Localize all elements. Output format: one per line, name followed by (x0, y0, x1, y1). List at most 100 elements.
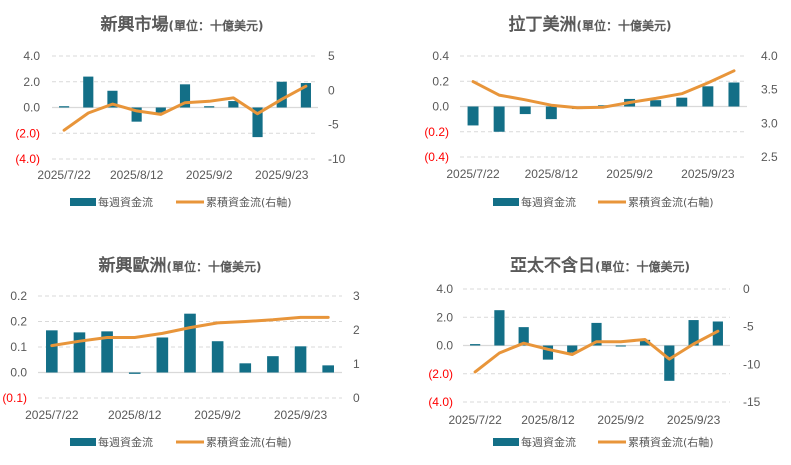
bar-weekly-flow (591, 322, 602, 346)
bar-weekly-flow (107, 90, 118, 108)
bar-weekly-flow (702, 86, 714, 107)
chart-title-unit: (單位：十億美元) (595, 259, 690, 274)
x-axis-tick-label: 2025/9/2 (597, 413, 644, 427)
chart-title-main: 新興市場 (101, 14, 169, 35)
x-axis-tick-label: 2025/7/22 (25, 408, 79, 422)
left-axis-tick-label: (4.0) (428, 395, 453, 409)
chart-title-unit: (單位：十億美元) (167, 259, 262, 274)
bar-weekly-flow (294, 346, 307, 373)
bar-weekly-flow (211, 341, 224, 373)
chart-title: 新興市場(單位：十億美元) (101, 14, 264, 35)
left-axis-tick-label: 0.2 (10, 315, 27, 329)
legend-label-cumulative-flow: 累積資金流(右軸) (206, 435, 292, 449)
bar-weekly-flow (276, 81, 287, 108)
bar-weekly-flow (712, 321, 723, 346)
left-axis-tick-label: (0.2) (424, 125, 449, 139)
bar-weekly-flow (470, 344, 481, 346)
chart-title-main: 拉丁美洲 (509, 14, 577, 35)
bar-weekly-flow (228, 101, 239, 108)
bar-weekly-flow (156, 337, 169, 373)
bar-weekly-flow (322, 365, 334, 373)
bar-weekly-flow (184, 313, 196, 373)
right-axis-tick-label: 1 (353, 357, 360, 371)
legend-label-weekly-flow: 每週資金流 (98, 435, 153, 449)
left-axis-tick-label: 2.0 (23, 75, 40, 89)
chart-title-unit: (單位：十億美元) (577, 18, 672, 33)
left-axis-tick-label: (4.0) (15, 152, 40, 166)
left-axis-tick-label: 0.2 (432, 74, 449, 88)
bar-weekly-flow (101, 331, 113, 373)
bar-weekly-flow (59, 106, 70, 108)
right-axis-tick-label: 2.5 (761, 150, 778, 164)
bar-weekly-flow (267, 356, 279, 373)
bar-weekly-flow (131, 107, 142, 122)
chart-emerging-europe: 新興歐洲(單位：十億美元) 0.2 0.2 0.1 0.0 (0.1) 3 2 1 0 2025/… (2, 255, 360, 449)
bar-weekly-flow (467, 106, 479, 126)
chart-title: 新興歐洲(單位：十億美元) (99, 255, 262, 276)
bar-weekly-flow (73, 332, 86, 373)
right-axis-tick-label: 0 (328, 83, 335, 97)
right-axis-tick-label: 4.0 (761, 49, 778, 63)
legend-label-cumulative-flow: 累積資金流(右軸) (628, 195, 714, 209)
right-axis-tick-label: -5 (743, 320, 754, 334)
legend: 每週資金流 累積資金流(右軸) (493, 195, 714, 209)
bar-weekly-flow (252, 107, 263, 138)
bar-weekly-flow (650, 100, 662, 107)
legend-swatch-bar (493, 198, 519, 206)
left-axis-tick-label: (0.4) (424, 150, 449, 164)
x-axis-tick-label: 2025/9/23 (681, 167, 735, 181)
bar-weekly-flow (615, 345, 626, 347)
x-axis-tick-label: 2025/9/2 (194, 408, 241, 422)
legend: 每週資金流 累積資金流(右軸) (70, 195, 292, 209)
bar-weekly-flow (688, 320, 699, 346)
left-axis-tick-label: 0.2 (10, 289, 27, 303)
bar-weekly-flow (300, 83, 311, 108)
bar-weekly-flow (179, 84, 191, 108)
right-axis-tick-label: 2 (353, 323, 360, 337)
chart-emerging-markets: 新興市場(單位：十億美元) 4.0 2.0 0.0 (2.0) (4.0) 5 0 -5 -10… (15, 14, 345, 209)
right-axis-tick-label: 3 (353, 289, 360, 303)
bar-weekly-flow (239, 363, 252, 373)
bar-weekly-flow (728, 82, 740, 107)
bar-weekly-flow (519, 106, 531, 115)
left-axis-tick-label: (2.0) (15, 126, 40, 140)
bar-weekly-flow (204, 106, 215, 108)
right-axis-tick-label: 0 (353, 391, 360, 405)
legend: 每週資金流 累積資金流(右軸) (493, 435, 714, 449)
left-axis-tick-label: 0.0 (432, 100, 449, 114)
bar-weekly-flow (639, 339, 651, 346)
left-axis-tick-label: 0.0 (10, 366, 27, 380)
bar-weekly-flow (128, 372, 141, 374)
left-axis-tick-label: 0.0 (23, 101, 40, 115)
chart-latin-america: 拉丁美洲(單位：十億美元) 0.4 0.2 0.0 (0.2) (0.4) 4.0 3.5 3… (424, 14, 778, 209)
bar-weekly-flow (545, 106, 557, 120)
x-axis-tick-label: 2025/7/22 (448, 413, 502, 427)
bar-weekly-flow (494, 310, 505, 346)
right-axis-tick-label: 0 (743, 282, 750, 296)
left-axis-tick-label: 0.4 (432, 49, 449, 63)
left-axis-tick-label: 4.0 (23, 49, 40, 63)
chart-title-unit: (單位：十億美元) (169, 18, 264, 33)
right-axis-tick-label: 5 (328, 49, 335, 63)
bar-weekly-flow (664, 345, 675, 381)
left-axis-tick-label: 2.0 (436, 310, 453, 324)
bar-weekly-flow (83, 76, 94, 108)
bar-weekly-flow (518, 327, 529, 346)
bar-weekly-flow (46, 330, 58, 373)
x-axis-tick-label: 2025/8/12 (110, 168, 164, 182)
x-axis-tick-label: 2025/9/2 (186, 168, 233, 182)
legend-swatch-bar (493, 438, 519, 446)
x-axis-tick-label: 2025/7/22 (446, 167, 500, 181)
legend-label-cumulative-flow: 累積資金流(右軸) (206, 195, 292, 209)
left-axis-tick-label: (0.1) (2, 391, 27, 405)
x-axis-tick-label: 2025/9/23 (667, 413, 721, 427)
x-axis-tick-label: 2025/8/12 (108, 408, 162, 422)
left-axis-tick-label: (2.0) (428, 367, 453, 381)
bar-weekly-flow (493, 106, 505, 132)
x-axis-tick-label: 2025/8/12 (525, 167, 579, 181)
chart-title: 拉丁美洲(單位：十億美元) (509, 14, 672, 35)
line-cumulative-flow (471, 69, 736, 110)
legend-swatch-bar (70, 198, 96, 206)
right-axis-tick-label: 3.0 (761, 116, 778, 130)
